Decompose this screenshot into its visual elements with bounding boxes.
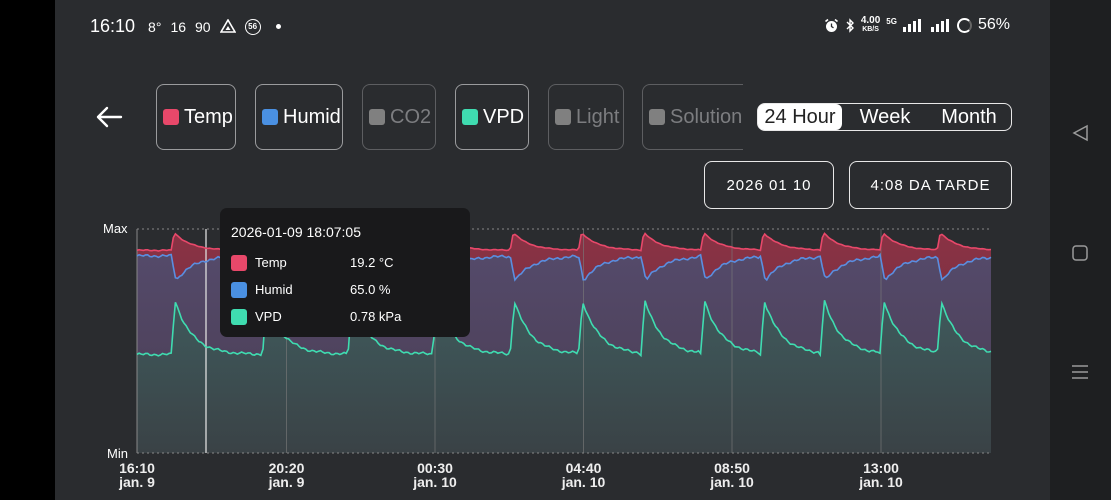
- sensor-chip-vpd[interactable]: VPD: [455, 84, 529, 150]
- x-tick-label: 00:30 jan. 10: [413, 460, 457, 490]
- tooltip-row-humid: Humid 65.0 %: [231, 276, 459, 303]
- chip-label: Solution: [670, 105, 743, 128]
- chip-label: Humid: [283, 105, 341, 128]
- sensor-chip-temp[interactable]: Temp: [156, 84, 236, 150]
- alarm-icon: [824, 18, 838, 32]
- humid-swatch-icon: [262, 109, 278, 125]
- tooltip-row-temp: Temp 19.2 °C: [231, 249, 459, 276]
- x-tick-label: 04:40 jan. 10: [561, 460, 606, 490]
- aqi-indicator: 90: [195, 18, 211, 35]
- chip-label: Temp: [184, 105, 233, 128]
- battery-percent: 56%: [977, 16, 1010, 33]
- back-triangle-icon[interactable]: [1071, 124, 1089, 142]
- temp-swatch-icon: [231, 254, 247, 271]
- range-24-hour[interactable]: 24 Hour: [758, 104, 842, 130]
- sensor-chip-humid[interactable]: Humid: [255, 84, 343, 150]
- chip-scroll-clip: Solution: [635, 80, 743, 155]
- x-tick-label: 20:20 jan. 9: [268, 460, 305, 490]
- battery-ring-icon: [956, 17, 972, 33]
- tooltip-timestamp: 2026-01-09 18:07:05: [231, 224, 361, 240]
- date-picker-button[interactable]: 2026 01 10: [704, 161, 834, 209]
- range-selector: 24 Hour Week Month: [757, 103, 1012, 131]
- y-min-label: Min: [107, 446, 128, 461]
- x-tick-label: 13:00 jan. 10: [859, 460, 903, 490]
- x-tick-label: 08:50 jan. 10: [710, 460, 754, 490]
- time-picker-button[interactable]: 4:08 DA TARDE: [849, 161, 1012, 209]
- app-screen: 16:10 8° 16 90 56 4.00 KB/S 5G 56% Temp H…: [55, 0, 1050, 500]
- signal-icon: [930, 18, 949, 32]
- x-tick-label: 16:10 jan. 9: [119, 460, 155, 490]
- sensor-chart[interactable]: [55, 0, 1050, 500]
- signal-icon: [902, 18, 921, 32]
- tooltip-row-vpd: VPD 0.78 kPa: [231, 303, 459, 330]
- arrow-left-icon[interactable]: [95, 104, 123, 130]
- bluetooth-icon: [846, 17, 854, 33]
- sensor-chip-co2[interactable]: CO2: [362, 84, 436, 150]
- vpd-swatch-icon: [231, 308, 247, 325]
- weather-indicator: 8°: [148, 18, 162, 35]
- temp-swatch-icon: [163, 109, 179, 125]
- net-speed: 4.00 KB/S: [860, 15, 881, 34]
- chip-label: Light: [576, 105, 620, 128]
- badge-icon: 56: [244, 18, 261, 35]
- sensor-chip-light[interactable]: Light: [548, 84, 624, 150]
- chart-tooltip: 2026-01-09 18:07:05 Temp 19.2 °C Humid 6…: [220, 208, 470, 337]
- range-month[interactable]: Month: [941, 105, 997, 128]
- y-max-label: Max: [103, 221, 128, 236]
- chip-label: CO2: [390, 105, 432, 128]
- home-square-icon[interactable]: [1071, 244, 1089, 262]
- co2-swatch-icon: [369, 109, 385, 125]
- solution-swatch-icon: [649, 109, 665, 125]
- sensor-chip-solution[interactable]: Solution: [642, 84, 743, 150]
- status-bar: 16:10 8° 16 90 56 4.00 KB/S 5G 56%: [55, 0, 1050, 55]
- menu-lines-icon[interactable]: [1071, 363, 1089, 381]
- range-week[interactable]: Week: [859, 105, 911, 128]
- humid-swatch-icon: [231, 281, 247, 298]
- light-swatch-icon: [555, 109, 571, 125]
- notification-dot-icon: [275, 24, 281, 29]
- triangle-app-icon: [219, 19, 236, 33]
- network-type: 5G: [886, 16, 897, 26]
- status-time: 16:10: [90, 16, 136, 36]
- vpd-swatch-icon: [462, 109, 478, 125]
- temp-indicator: 16: [170, 18, 187, 35]
- system-navbar: [1050, 0, 1111, 500]
- chip-label: VPD: [483, 105, 525, 128]
